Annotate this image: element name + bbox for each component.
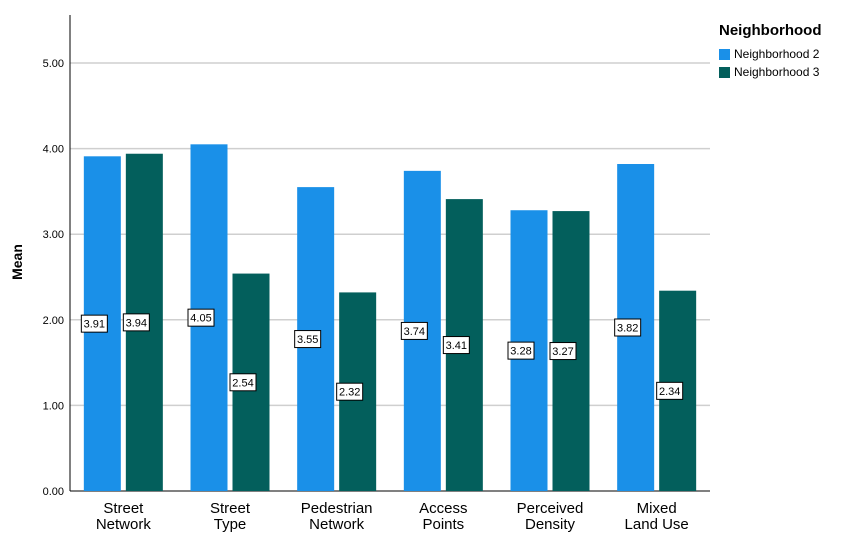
x-tick-label: Pedestrian Network: [301, 500, 373, 533]
data-label-box: [187, 308, 215, 327]
y-tick-label: 0.00: [43, 486, 64, 498]
legend-title: Neighborhood: [719, 22, 822, 39]
data-label-box: [656, 381, 684, 400]
bars: [83, 144, 697, 491]
data-label: 4.05: [190, 313, 211, 325]
y-tick-label: 1.00: [43, 400, 64, 412]
data-label-box: [336, 382, 364, 401]
data-label: 2.32: [339, 387, 360, 399]
data-label-box: [549, 342, 577, 361]
legend-item: Neighborhood 3: [719, 63, 841, 81]
data-label: 2.34: [659, 386, 680, 398]
data-labels: 3.91 3.94 4.05 2.54 3.55 2.32 3.74 3.41 3.28 3.27…: [80, 308, 684, 401]
legend: Neighborhood Neighborhood 2 Neighborhood…: [719, 22, 841, 81]
y-axis-label: Mean: [9, 244, 25, 280]
data-label-box: [80, 314, 108, 333]
data-label-box: [400, 321, 428, 340]
data-label: 3.94: [126, 317, 147, 329]
x-tick-label: Street Type: [210, 500, 251, 533]
data-label-box: [294, 330, 322, 349]
legend-label: Neighborhood 3: [734, 65, 820, 79]
data-label-box: [229, 373, 257, 392]
y-tick-label: 3.00: [43, 229, 64, 241]
x-tick-label: Street Network: [96, 500, 152, 533]
data-label-box: [507, 341, 535, 360]
legend-swatch: [719, 66, 730, 78]
data-label: 3.74: [404, 326, 425, 338]
y-tick-label: 4.00: [43, 144, 64, 156]
grid-lines: [70, 62, 710, 407]
legend-label: Neighborhood 2: [734, 47, 820, 61]
data-label-box: [122, 313, 150, 332]
x-tick-label: Perceived Density: [517, 500, 584, 533]
x-tick-label: Mixed Land Use: [625, 500, 689, 533]
data-label: 3.55: [297, 334, 318, 346]
legend-swatch: [719, 48, 730, 60]
y-tick-label: 5.00: [43, 58, 64, 70]
data-label-box: [442, 336, 470, 355]
x-tick-label: Access Points: [419, 500, 467, 533]
data-label-box: [614, 318, 642, 337]
data-label: 3.41: [446, 340, 467, 352]
data-label: 3.27: [552, 346, 573, 358]
data-label: 3.91: [84, 319, 105, 331]
data-label: 3.82: [617, 323, 638, 335]
y-tick-label: 2.00: [43, 315, 64, 327]
legend-item: Neighborhood 2: [719, 45, 841, 63]
data-label: 3.28: [510, 346, 531, 358]
axes: 0.00 1.00 2.00 3.00 4.00 5.00 Street Network Str…: [43, 15, 710, 533]
data-label: 2.54: [232, 377, 253, 389]
